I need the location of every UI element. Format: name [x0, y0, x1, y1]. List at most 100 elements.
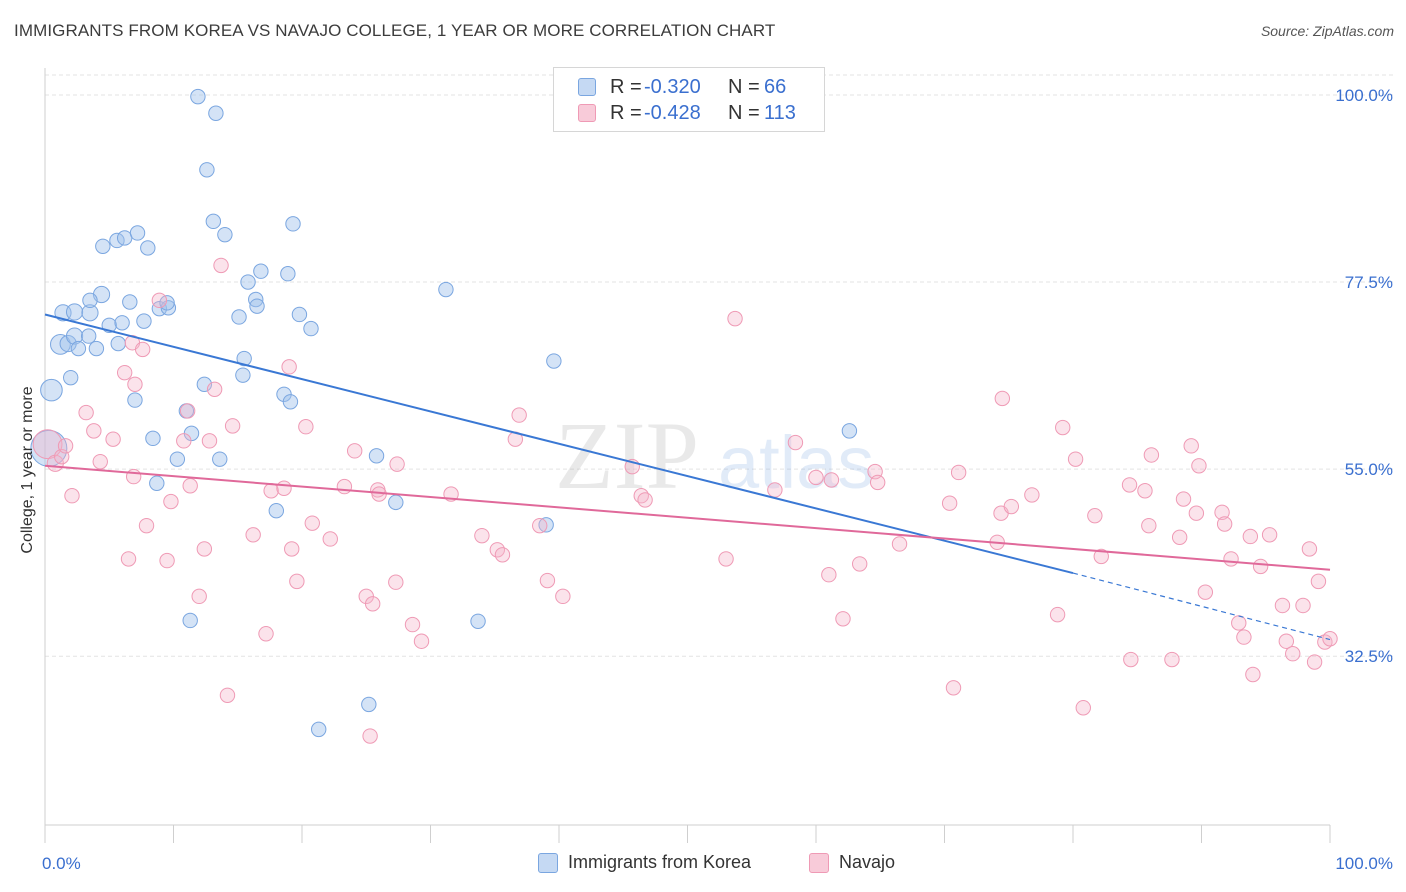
korea-point [208, 105, 224, 121]
korea-point [190, 88, 206, 105]
series-legend: Immigrants from Korea Navajo [0, 852, 1406, 876]
navajo-point [1285, 646, 1301, 662]
navajo-point [289, 573, 305, 590]
korea-point [81, 304, 99, 322]
chart-title: IMMIGRANTS FROM KOREA VS NAVAJO COLLEGE,… [14, 21, 776, 40]
navajo-point [941, 495, 958, 511]
navajo-point [1214, 504, 1230, 521]
navajo-point [727, 310, 743, 327]
navajo-point [1216, 516, 1233, 532]
navajo-point [787, 434, 804, 451]
korea-point [282, 394, 299, 410]
source-label: Source: ZipAtlas.com [1260, 23, 1394, 39]
navajo-point [86, 423, 102, 439]
trend-line-korea [44, 313, 1074, 575]
legend-row-korea: R = -0.320 N = 66 [578, 75, 786, 99]
navajo-point [1087, 507, 1103, 524]
navajo-point [281, 359, 297, 375]
navajo-point [389, 456, 405, 472]
n-label: N = [728, 75, 760, 98]
navajo-point [258, 626, 274, 642]
navajo-point [1197, 584, 1214, 600]
navajo-point [364, 596, 381, 612]
navajo-point [1322, 631, 1338, 647]
navajo-point [851, 556, 868, 572]
navajo-point [163, 493, 179, 510]
korea-point [122, 294, 138, 310]
tick-labels: 32.5% 55.0% 77.5% 100.0% 0.0% 100.0% [42, 86, 1393, 873]
korea-point [70, 340, 87, 357]
r-value: -0.320 [644, 75, 701, 98]
korea-point [129, 225, 146, 241]
legend-swatch-navajo [578, 104, 596, 122]
navajo-point [182, 478, 198, 494]
legend-item-korea: Immigrants from Korea [538, 852, 751, 873]
navajo-point [336, 478, 353, 495]
navajo-point [159, 552, 175, 569]
navajo-point [120, 551, 137, 567]
korea-point [136, 313, 152, 329]
legend-row-navajo: R = -0.428 N = 113 [578, 101, 796, 125]
navajo-point [127, 376, 143, 393]
x-tick-label: 0.0% [42, 854, 81, 873]
navajo-point [950, 464, 967, 481]
n-value: 66 [764, 75, 787, 98]
korea-point [140, 240, 156, 256]
korea-point [285, 216, 301, 232]
navajo-point [718, 551, 734, 567]
navajo-point [1121, 477, 1138, 493]
korea-point [145, 430, 161, 447]
navajo-point [179, 403, 196, 419]
navajo-point [388, 574, 404, 590]
korea-point [388, 494, 404, 511]
korea-point [80, 328, 97, 344]
navajo-point [1295, 597, 1311, 614]
legend-label-korea: Immigrants from Korea [568, 852, 752, 872]
series-korea-points [30, 88, 858, 738]
korea-point [841, 423, 858, 439]
trend-line-navajo [44, 464, 1331, 571]
navajo-point [1183, 438, 1199, 454]
korea-point [231, 309, 247, 325]
navajo-point [1141, 517, 1157, 534]
r-label: R = [610, 101, 642, 124]
navajo-point [1123, 651, 1139, 668]
navajo-point [1055, 419, 1071, 436]
navajo-point [1164, 651, 1180, 668]
korea-point [95, 238, 111, 254]
navajo-point [835, 611, 851, 627]
navajo-point [637, 492, 653, 508]
navajo-point [263, 483, 279, 499]
korea-point [538, 517, 554, 533]
r-label: R = [610, 75, 642, 98]
navajo-point [92, 453, 108, 470]
navajo-point [213, 257, 229, 274]
korea-point [217, 226, 233, 243]
navajo-point [1223, 551, 1239, 567]
n-label: N = [728, 101, 760, 124]
korea-point [236, 350, 252, 367]
navajo-point [32, 429, 63, 460]
navajo-point [224, 418, 241, 434]
navajo-point [1261, 527, 1278, 543]
navajo-point [206, 381, 223, 398]
navajo-point [1242, 528, 1259, 545]
korea-point [114, 315, 130, 331]
korea-point [249, 298, 265, 314]
series-navajo-points [32, 257, 1338, 744]
navajo-point [151, 292, 168, 309]
axes [44, 68, 1331, 843]
navajo-point [555, 588, 571, 605]
navajo-point [404, 616, 421, 633]
navajo-point [78, 404, 94, 421]
navajo-point [767, 482, 783, 498]
korea-point [280, 266, 296, 282]
navajo-point [1003, 498, 1020, 515]
navajo-point [105, 431, 121, 447]
legend-swatch-korea [538, 852, 558, 873]
n-value: 113 [764, 101, 796, 124]
korea-point [82, 292, 98, 309]
korea-point [65, 327, 84, 345]
legend-item-navajo: Navajo [809, 852, 895, 873]
trend-line-korea-extension [1072, 572, 1331, 641]
